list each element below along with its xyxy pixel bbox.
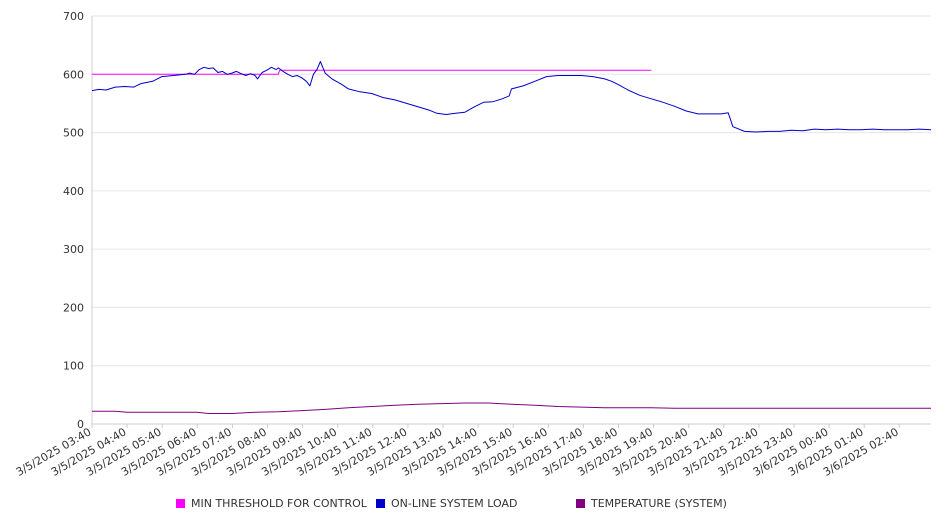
axes: [91, 16, 931, 428]
legend-swatch-temperature: [576, 499, 585, 508]
legend-item-min-threshold[interactable]: MIN THRESHOLD FOR CONTROL: [176, 497, 367, 510]
y-tick-label: 100: [63, 360, 84, 373]
y-tick-label: 0: [77, 418, 84, 431]
legend: MIN THRESHOLD FOR CONTROL ON-LINE SYSTEM…: [0, 497, 946, 515]
x-tick-labels: 3/5/2025 03:403/5/2025 04:403/5/2025 05:…: [14, 425, 901, 479]
legend-swatch-online-system-load: [376, 499, 385, 508]
y-tick-labels: 0 100 200 300 400 500 600 700: [63, 10, 84, 431]
series-line-temperature-system: [92, 402, 931, 414]
y-tick-label: 700: [63, 10, 84, 23]
y-tick-label: 600: [63, 68, 84, 81]
legend-label-temperature: TEMPERATURE (SYSTEM): [591, 497, 727, 510]
y-tick-label: 400: [63, 185, 84, 198]
series-line-min-threshold-for-control: [92, 69, 652, 75]
legend-item-temperature[interactable]: TEMPERATURE (SYSTEM): [576, 497, 727, 510]
legend-swatch-min-threshold: [176, 499, 185, 508]
grid-lines: [92, 15, 931, 425]
legend-label-online-system-load: ON-LINE SYSTEM LOAD: [391, 497, 518, 510]
y-tick-label: 300: [63, 243, 84, 256]
series-line-on-line-system-load: [91, 61, 932, 133]
y-tick-label: 500: [63, 127, 84, 140]
series-lines: [91, 61, 932, 414]
legend-label-min-threshold: MIN THRESHOLD FOR CONTROL: [191, 497, 367, 510]
y-tick-label: 200: [63, 301, 84, 314]
legend-item-online-system-load[interactable]: ON-LINE SYSTEM LOAD: [376, 497, 517, 510]
